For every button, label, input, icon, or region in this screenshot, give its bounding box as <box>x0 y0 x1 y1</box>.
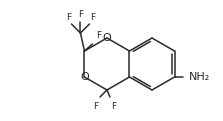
Text: F: F <box>90 13 95 22</box>
Text: O: O <box>80 72 89 82</box>
Text: F: F <box>78 10 83 19</box>
Text: F: F <box>97 31 101 40</box>
Text: F: F <box>66 13 71 22</box>
Text: F: F <box>93 102 99 111</box>
Text: NH₂: NH₂ <box>188 72 210 82</box>
Text: F: F <box>112 102 117 111</box>
Text: O: O <box>103 33 111 43</box>
